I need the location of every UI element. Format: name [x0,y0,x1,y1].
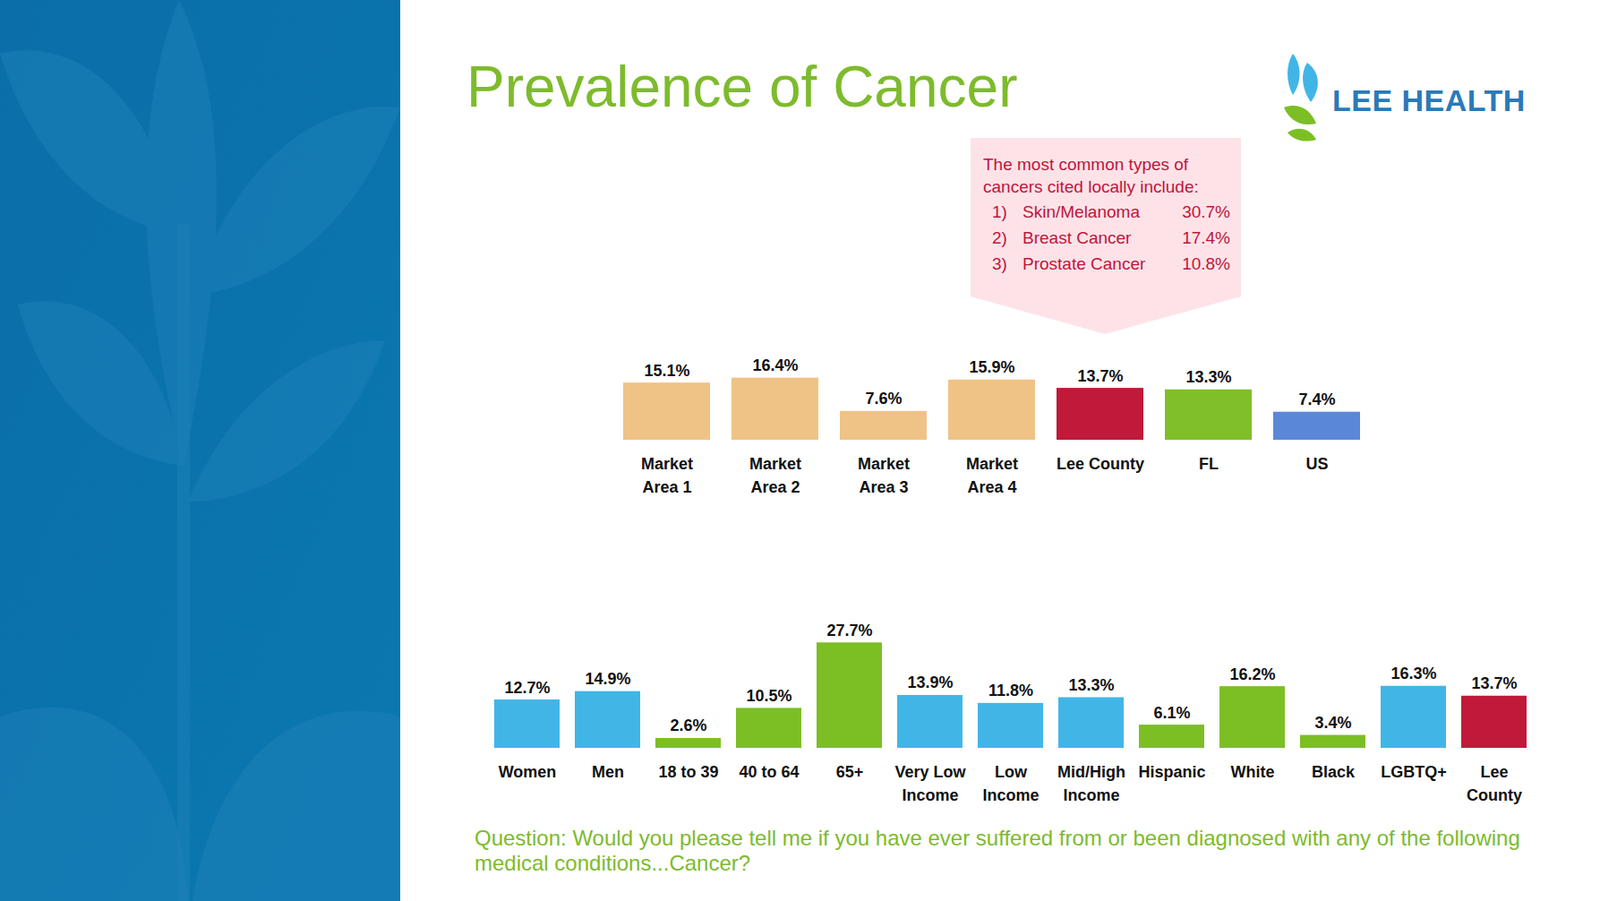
svg-text:16.2%: 16.2% [1229,665,1275,684]
svg-text:3.4%: 3.4% [1314,713,1352,732]
svg-text:LeeCounty: LeeCounty [1466,762,1523,805]
svg-text:15.1%: 15.1% [643,361,690,380]
svg-text:7.6%: 7.6% [864,389,902,408]
svg-text:Very LowIncome: Very LowIncome [894,762,967,805]
html-text:Prevalence of Cancer: Prevalence of Cancer [466,54,1018,120]
html-text:10.8%: 10.8% [1181,254,1231,273]
html-text:Skin/Melanoma: Skin/Melanoma [1022,202,1140,222]
svg-text:2.6%: 2.6% [669,716,707,735]
html-text:2): 2) [992,228,1008,248]
svg-text:LGBTQ+: LGBTQ+ [1380,762,1447,781]
svg-text:Lee County: Lee County [1056,454,1145,473]
svg-text:7.4%: 7.4% [1298,390,1335,409]
svg-text:MarketArea 1: MarketArea 1 [641,454,694,497]
svg-text:12.7%: 12.7% [504,678,550,697]
svg-text:65+: 65+ [836,762,865,781]
html-text:LEE HEALTH: LEE HEALTH [1332,83,1526,118]
svg-text:13.3%: 13.3% [1068,675,1114,694]
svg-text:13.3%: 13.3% [1185,367,1232,386]
svg-text:White: White [1231,762,1275,781]
svg-text:11.8%: 11.8% [988,681,1034,700]
svg-text:LowIncome: LowIncome [982,762,1039,805]
svg-text:10.5%: 10.5% [745,686,792,705]
svg-text:13.7%: 13.7% [1077,367,1123,386]
html-text:1): 1) [992,202,1008,222]
svg-text:MarketArea 2: MarketArea 2 [749,454,802,497]
svg-text:27.7%: 27.7% [826,621,873,640]
html-text:Prostate Cancer: Prostate Cancer [1022,254,1146,273]
svg-text:Hispanic: Hispanic [1137,762,1206,781]
svg-text:14.9%: 14.9% [584,669,631,688]
svg-text:15.9%: 15.9% [968,358,1015,377]
html-text:17.4%: 17.4% [1181,228,1231,248]
svg-text:16.4%: 16.4% [752,356,798,375]
svg-text:13.7%: 13.7% [1471,674,1517,693]
svg-text:Black: Black [1311,762,1356,781]
html-text:30.7%: 30.7% [1181,202,1231,222]
svg-text:13.9%: 13.9% [906,673,953,692]
svg-text:MarketArea 3: MarketArea 3 [857,454,910,497]
html-text:Question: Would you please tel: Question: Would you please tell me if yo… [474,825,1521,875]
html-text:The most common types of cance: The most common types of cancers cited l… [983,154,1199,196]
svg-text:MarketArea 4: MarketArea 4 [966,454,1019,497]
svg-text:6.1%: 6.1% [1153,703,1190,722]
svg-text:16.3%: 16.3% [1390,664,1437,683]
svg-text:Men: Men [591,762,625,781]
html-text:3): 3) [992,254,1008,273]
svg-text:Mid/HighIncome: Mid/HighIncome [1057,762,1126,805]
html-text:Breast Cancer: Breast Cancer [1022,228,1132,248]
svg-text:US: US [1305,454,1328,473]
svg-text:40 to 64: 40 to 64 [738,762,799,781]
svg-text:FL: FL [1198,454,1219,473]
svg-text:Women: Women [498,762,557,781]
svg-text:18 to 39: 18 to 39 [658,762,719,781]
